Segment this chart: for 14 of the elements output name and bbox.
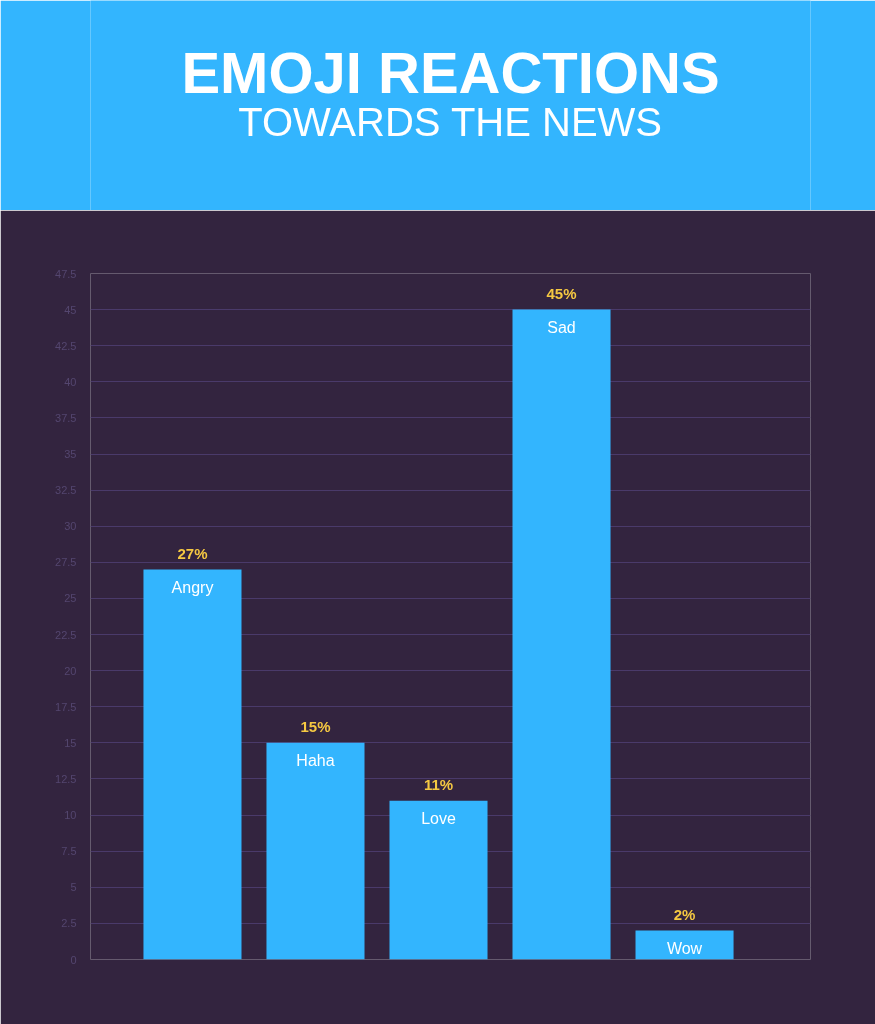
bar (512, 309, 611, 960)
x-tick-label: Sad (547, 318, 576, 336)
x-tick-label: Haha (296, 751, 335, 769)
data-label: 45% (546, 284, 577, 302)
x-tick-label: Wow (666, 939, 703, 957)
bar (143, 569, 242, 960)
x-tick-label: Angry (171, 578, 214, 596)
data-label: 15% (300, 717, 331, 735)
x-tick-label: Love (421, 809, 456, 827)
data-label: 11% (423, 775, 454, 793)
bar (266, 742, 365, 960)
bar (389, 800, 488, 960)
data-label: 27% (177, 544, 208, 562)
data-label: 2% (673, 905, 696, 923)
